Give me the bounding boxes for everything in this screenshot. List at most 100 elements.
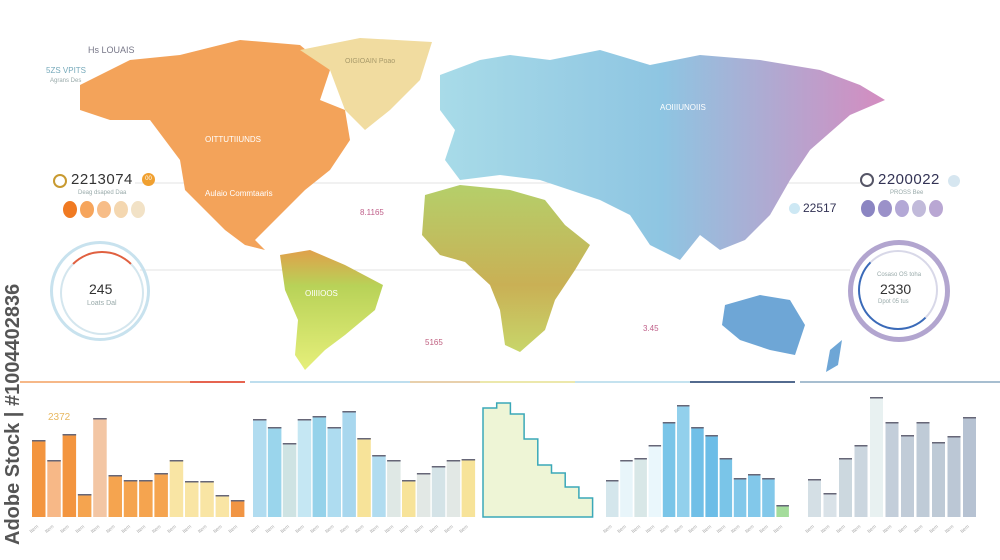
chart-bar bbox=[62, 434, 77, 517]
chart-bar bbox=[677, 405, 690, 517]
map-value: 8.1165 bbox=[360, 208, 384, 217]
chart-bar bbox=[733, 478, 747, 517]
color-swatch bbox=[895, 200, 909, 217]
chart-bar bbox=[691, 427, 704, 517]
chart-bar-cap bbox=[282, 443, 297, 445]
map-label-asia: AOIIIUNOIIS bbox=[660, 103, 706, 112]
chart-bar bbox=[185, 481, 199, 517]
africa-shape[interactable] bbox=[422, 185, 590, 352]
chart-bar-cap bbox=[733, 478, 747, 480]
chart-bar-cap bbox=[748, 474, 761, 476]
chart-bar bbox=[253, 419, 267, 517]
chart-tick-label: Item bbox=[702, 524, 713, 535]
chart-tick-label: Item bbox=[75, 524, 86, 535]
chart-bar bbox=[312, 416, 327, 517]
new-zealand-shape bbox=[826, 340, 842, 372]
chart-bar bbox=[854, 445, 868, 517]
chart-bar bbox=[648, 445, 662, 517]
eurasia-shape[interactable] bbox=[440, 50, 885, 260]
chart-bar-cap bbox=[387, 460, 401, 462]
chart-tick-label: Item bbox=[250, 524, 261, 535]
chart-tick-label: Item bbox=[458, 524, 469, 535]
map-label-north-america: OITTUTIIUNDS bbox=[205, 135, 261, 144]
chart-bar bbox=[762, 478, 775, 517]
chart-tick-label: Item bbox=[339, 524, 350, 535]
chart-tick-label: Item bbox=[414, 524, 425, 535]
color-swatch bbox=[929, 200, 943, 217]
chart-tick-label: Item bbox=[804, 524, 815, 535]
chart-bar-cap bbox=[662, 422, 676, 424]
map-value: 5165 bbox=[425, 338, 443, 347]
color-swatch bbox=[63, 201, 77, 218]
chart-tick-label: Item bbox=[369, 524, 380, 535]
chart-bar bbox=[947, 436, 961, 517]
chart-bar-cap bbox=[916, 422, 930, 424]
circle-icon bbox=[53, 174, 67, 188]
chart-tick-label: Item bbox=[716, 524, 727, 535]
chart-bar-cap bbox=[870, 397, 883, 399]
color-swatch bbox=[114, 201, 128, 218]
chart-bar bbox=[77, 494, 92, 517]
chart-bar-cap bbox=[823, 493, 837, 495]
south-america-shape[interactable] bbox=[280, 250, 383, 370]
chart-bar-cap bbox=[123, 480, 138, 482]
chart-bar-cap bbox=[932, 442, 945, 444]
chart-bar-cap bbox=[947, 436, 961, 438]
chart-bar bbox=[123, 480, 138, 517]
chart-bar bbox=[870, 397, 883, 517]
left-donut-value: 245 bbox=[89, 281, 113, 297]
chart-bar bbox=[215, 495, 230, 517]
chart-bar-cap bbox=[776, 505, 789, 507]
chart-bar bbox=[93, 418, 107, 517]
right-sub-value: 22517 bbox=[803, 201, 837, 215]
right-donut-caption-bottom: Dpot 05 tus bbox=[878, 299, 909, 305]
map-label-usa: Aulaio Commtaaris bbox=[205, 189, 273, 198]
chart-bar-cap bbox=[154, 473, 168, 475]
chart-bar bbox=[748, 474, 761, 517]
chart-tick-label: Item bbox=[121, 524, 132, 535]
chart-bar-cap bbox=[963, 417, 976, 419]
chart-tick-label: Item bbox=[851, 524, 862, 535]
chart-bar bbox=[963, 417, 976, 517]
chart-bar-cap bbox=[808, 479, 821, 481]
chart-step-area bbox=[482, 402, 594, 518]
chart-tick-label: Item bbox=[324, 524, 335, 535]
chart-bar-cap bbox=[620, 460, 633, 462]
left-badge[interactable]: 00 bbox=[142, 173, 155, 186]
map-label-greenland: OIGIOAIN Poao bbox=[345, 58, 395, 65]
chart-tick-label: Item bbox=[212, 524, 223, 535]
chart-bar bbox=[47, 460, 61, 517]
chart-tick-label: Item bbox=[959, 524, 970, 535]
chart-bar-cap bbox=[634, 458, 647, 460]
chart-bar bbox=[662, 422, 676, 517]
chart-tick-label: Item bbox=[913, 524, 924, 535]
chart-bar-cap bbox=[215, 495, 230, 497]
chart-tick-label: Item bbox=[309, 524, 320, 535]
north-america-shape[interactable] bbox=[80, 40, 350, 250]
chart-tick-label: Item bbox=[105, 524, 116, 535]
chart-bar bbox=[916, 422, 930, 517]
chart-bar-cap bbox=[47, 460, 61, 462]
chart-bar-cap bbox=[185, 481, 199, 483]
chart-tick-label: Item bbox=[944, 524, 955, 535]
chart-tick-label: Item bbox=[673, 524, 684, 535]
chart-bar-cap bbox=[606, 480, 619, 482]
left-donut-progress bbox=[60, 251, 144, 335]
greenland-shape[interactable] bbox=[300, 38, 432, 130]
right-badge[interactable] bbox=[948, 175, 960, 187]
chart-bar bbox=[620, 460, 633, 517]
chart-bar bbox=[139, 480, 153, 517]
chart-bar-cap bbox=[267, 427, 282, 429]
chart-bar bbox=[32, 440, 46, 517]
chart-bar-cap bbox=[169, 460, 184, 462]
chart-bar-cap bbox=[312, 416, 327, 418]
australia-shape[interactable] bbox=[722, 295, 805, 355]
color-swatch bbox=[97, 201, 111, 218]
chart-tick-label: Item bbox=[866, 524, 877, 535]
chart-bar bbox=[606, 480, 619, 517]
map-value: 3.45 bbox=[643, 324, 659, 333]
chart-bar bbox=[297, 419, 312, 517]
left-stat-caption: Deag dsaped Daa bbox=[78, 190, 127, 196]
chart-tick-label: Item bbox=[820, 524, 831, 535]
chart-bar bbox=[808, 479, 821, 517]
